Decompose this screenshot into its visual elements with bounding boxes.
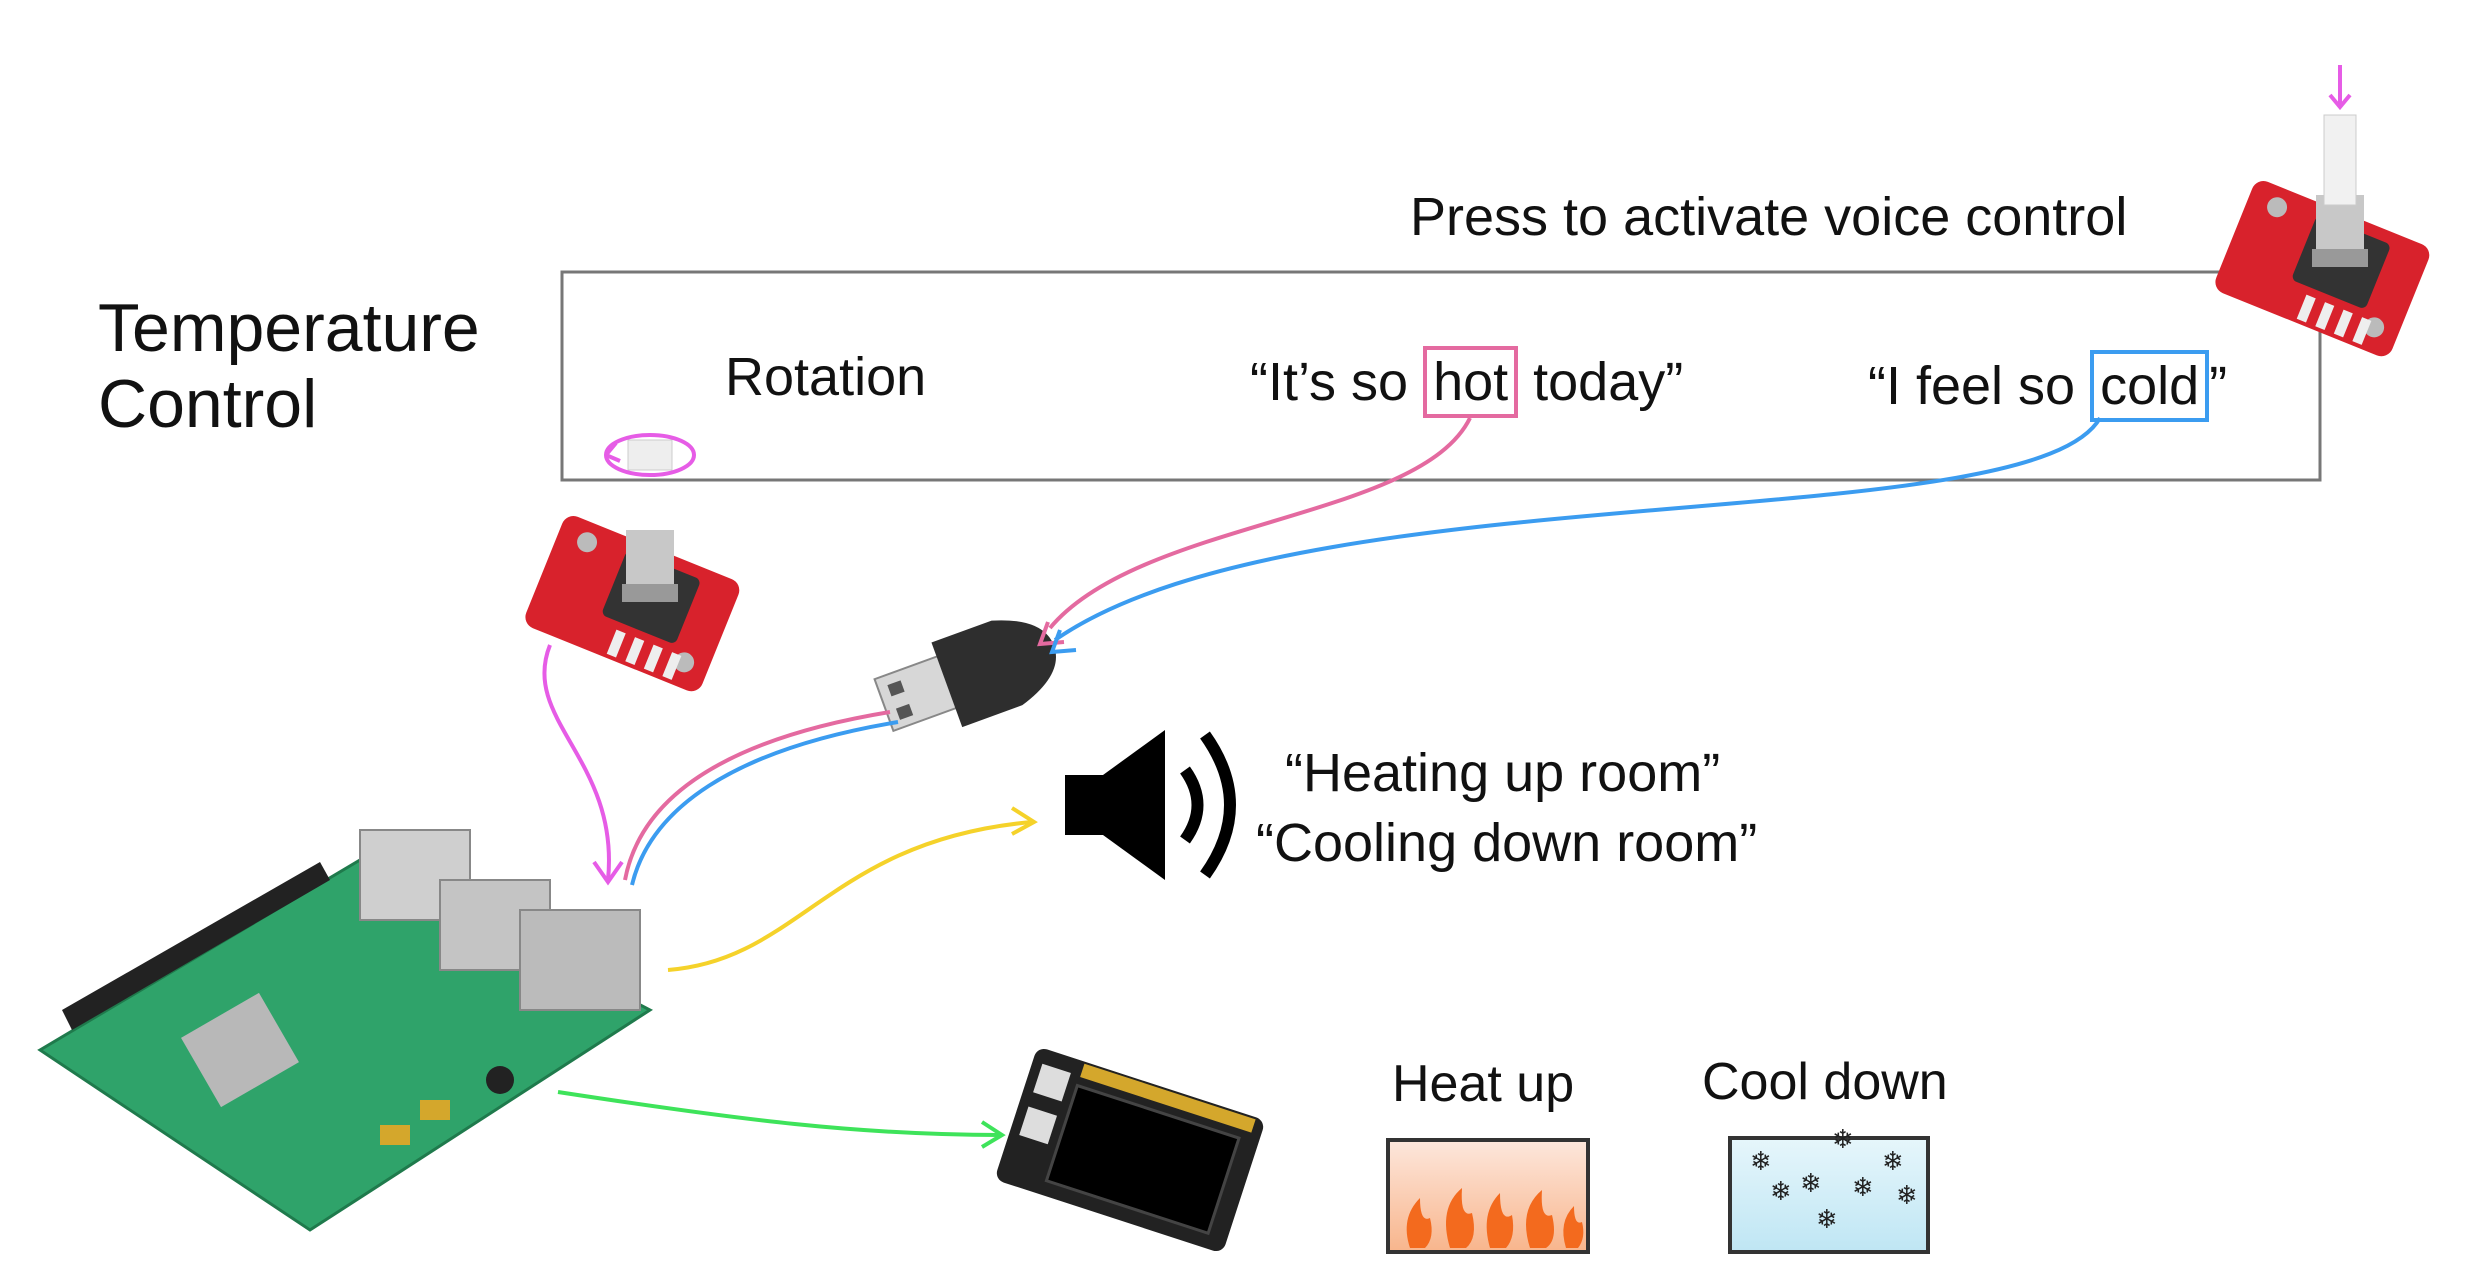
svg-text:❄: ❄: [1882, 1147, 1904, 1177]
cold-keyword: cold: [2090, 350, 2210, 422]
svg-text:❄: ❄: [1800, 1169, 1822, 1199]
svg-text:❄: ❄: [1750, 1147, 1772, 1177]
cold-phrase-before: “I feel so: [1868, 356, 2091, 416]
snowflake-icon: ❄❄❄ ❄ ❄ ❄ ❄❄: [1750, 1125, 1918, 1235]
svg-text:❄: ❄: [1816, 1205, 1838, 1235]
rotary-encoder-icon: [521, 433, 743, 695]
cool-screen: [1728, 1136, 1930, 1254]
usb-microphone-icon: [873, 620, 1056, 733]
mic-to-pi-wire: [623, 710, 891, 881]
heat-up-label: Heat up: [1392, 1055, 1575, 1113]
hot-to-mic-wire: [1048, 417, 1472, 630]
page-title: Temperature Control: [98, 290, 480, 442]
cooling-message: “Cooling down room”: [1256, 813, 1758, 873]
svg-text:❄: ❄: [1896, 1181, 1918, 1211]
press-arrow-icon: [2328, 65, 2352, 111]
heating-message: “Heating up room”: [1285, 743, 1721, 803]
encoder-to-pi-wire: [542, 644, 612, 881]
cool-down-label: Cool down: [1702, 1053, 1948, 1111]
speaker-icon: [1065, 730, 1236, 880]
voice-phrase-box: [560, 270, 2322, 482]
press-label: Press to activate voice control: [1410, 187, 2128, 247]
cold-phrase: “I feel so cold”: [1868, 350, 2227, 422]
pi-to-display-wire: [557, 1090, 1001, 1137]
hot-keyword: hot: [1423, 346, 1519, 418]
push-encoder-icon: [2211, 65, 2433, 360]
fire-icon: [1406, 1188, 1584, 1248]
hot-phrase-before: “It’s so: [1250, 352, 1424, 412]
cold-to-mic-wire: [1053, 416, 2102, 642]
svg-text:❄: ❄: [1770, 1177, 1792, 1207]
hot-phrase-after: today”: [1518, 352, 1684, 412]
rotation-label: Rotation: [725, 347, 927, 407]
svg-text:❄: ❄: [1832, 1125, 1854, 1155]
cold-phrase-after: ”: [2209, 356, 2228, 416]
raspberry-pi-icon: [37, 829, 653, 1232]
pi-to-speaker-wire: [667, 820, 1033, 972]
svg-text:❄: ❄: [1852, 1173, 1874, 1203]
tft-display-icon: [996, 1048, 1264, 1252]
hot-phrase: “It’s so hot today”: [1250, 346, 1683, 418]
